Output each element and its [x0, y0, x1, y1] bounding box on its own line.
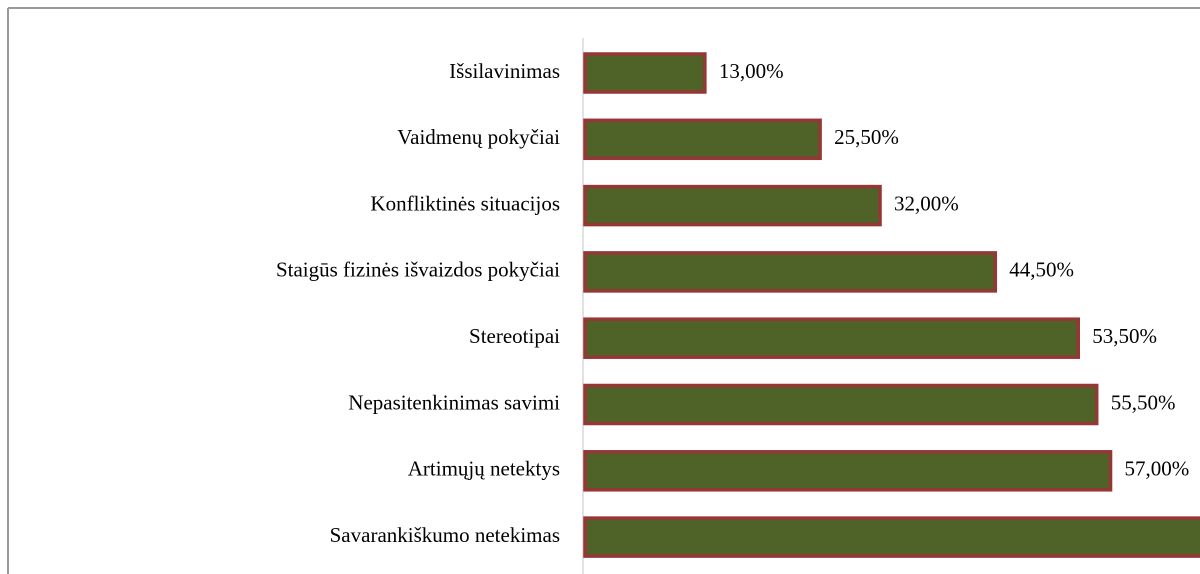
bar — [583, 52, 707, 94]
value-label: 13,00% — [719, 59, 784, 83]
value-label: 57,00% — [1125, 457, 1190, 481]
bar — [583, 383, 1099, 426]
category-label: Savarankiškumo netekimas — [330, 523, 560, 547]
category-label: Staigūs fizinės išvaizdos pokyčiai — [276, 258, 560, 282]
category-label: Vaidmenų pokyčiai — [397, 125, 560, 149]
bar — [583, 317, 1081, 359]
value-label: 25,50% — [834, 125, 899, 149]
value-label: 53,50% — [1092, 324, 1157, 348]
value-label: 44,50% — [1009, 258, 1074, 282]
bar — [583, 184, 882, 227]
category-label: Artimųjų netektys — [408, 457, 560, 481]
category-label: Išsilavinimas — [449, 59, 560, 83]
bar — [583, 251, 998, 293]
bar — [583, 450, 1113, 492]
value-label: 55,50% — [1111, 390, 1176, 414]
value-label: 32,00% — [894, 191, 959, 215]
bar — [583, 516, 1200, 558]
category-label: Nepasitenkinimas savimi — [348, 390, 560, 414]
category-label: Konfliktinės situacijos — [370, 191, 560, 215]
category-label: Stereotipai — [469, 324, 560, 348]
bar — [583, 118, 822, 161]
